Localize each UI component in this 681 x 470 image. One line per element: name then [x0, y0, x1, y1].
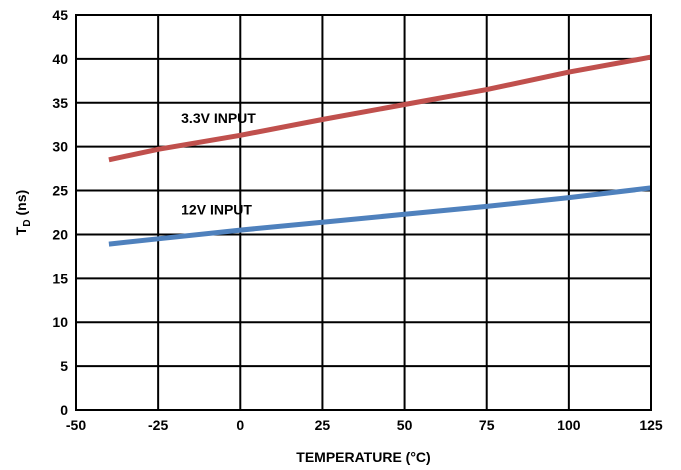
- x-tick-label: 25: [315, 417, 331, 433]
- y-axis-title: TD (ns): [13, 190, 33, 235]
- series-line-1: [108, 185, 652, 247]
- x-tick-label: 50: [397, 417, 413, 433]
- y-axis-title-subscript: D: [22, 219, 33, 226]
- x-tick-label: 0: [236, 417, 244, 433]
- x-tick-label: 75: [479, 417, 495, 433]
- y-tick-labels: 0 5 10 15 20 25 30 35 40 45: [52, 7, 68, 418]
- x-tick-label: 100: [557, 417, 581, 433]
- x-axis-title: TEMPERATURE (°C): [296, 449, 430, 465]
- y-tick-label: 45: [52, 7, 68, 23]
- series-line-0: [108, 54, 652, 163]
- x-tick-label: 125: [639, 417, 663, 433]
- x-tick-labels: -50 -25 0 25 50 75 100 125: [66, 417, 663, 433]
- series-label-12v-input: 12V INPUT: [181, 201, 252, 217]
- series-label-3v3-input: 3.3V INPUT: [181, 110, 256, 126]
- y-tick-label: 5: [60, 358, 68, 374]
- x-tick-label: -25: [148, 417, 168, 433]
- y-tick-label: 30: [52, 139, 68, 155]
- y-tick-label: 25: [52, 183, 68, 199]
- plot-frame: [75, 14, 652, 411]
- y-tick-label: 0: [60, 402, 68, 418]
- y-tick-label: 15: [52, 270, 68, 286]
- y-axis-title-unit: (ns): [13, 190, 29, 220]
- y-tick-label: 35: [52, 95, 68, 111]
- y-tick-label: 10: [52, 314, 68, 330]
- y-tick-label: 20: [52, 226, 68, 242]
- x-tick-label: -50: [66, 417, 86, 433]
- y-tick-label: 40: [52, 51, 68, 67]
- series-group: [108, 54, 652, 247]
- y-axis-title-main: T: [13, 226, 29, 235]
